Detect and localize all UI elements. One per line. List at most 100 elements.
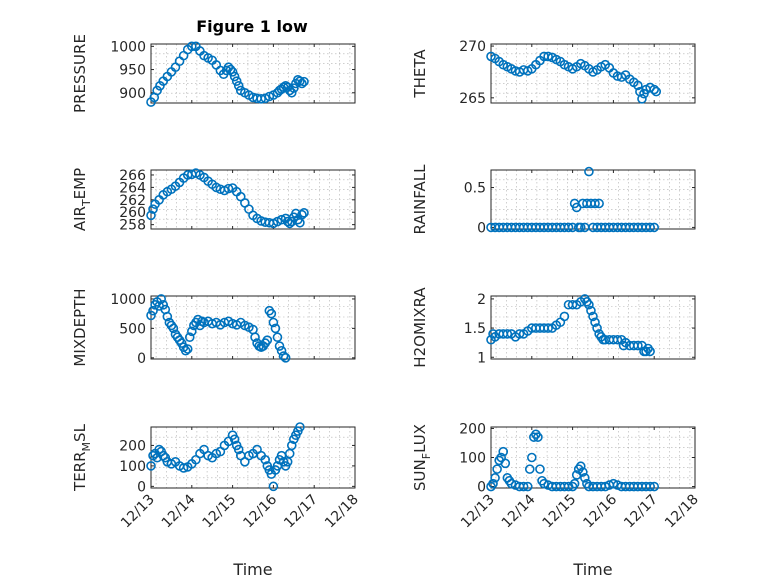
y-tick-label: 200	[119, 438, 146, 454]
data-series	[486, 51, 662, 104]
y-tick-label: 0	[137, 351, 146, 367]
data-point	[633, 80, 643, 91]
axes-box	[490, 43, 696, 104]
data-point	[488, 478, 498, 489]
data-point	[608, 478, 619, 489]
axes-box	[150, 426, 356, 489]
data-point	[514, 329, 525, 339]
data-point	[233, 444, 244, 455]
y-axis-label-main: H2OMIXRA	[411, 287, 429, 368]
data-point	[567, 299, 578, 310]
data-point	[299, 76, 309, 87]
data-point	[262, 335, 273, 345]
data-point	[146, 310, 156, 321]
data-point	[146, 461, 156, 471]
y-tick-label: 265	[459, 91, 486, 107]
y-axis-label-main: AIR	[71, 206, 89, 231]
data-point	[274, 341, 285, 351]
axes-box	[150, 295, 356, 360]
data-point	[162, 311, 173, 322]
data-point	[260, 454, 271, 465]
data-point	[522, 481, 533, 492]
y-axis-label-main: PRESSURE	[71, 34, 89, 113]
data-point	[276, 345, 287, 356]
data-point	[229, 434, 240, 445]
data-point	[182, 344, 193, 354]
data-point	[268, 481, 279, 492]
y-tick-label: 2	[477, 292, 486, 308]
data-point	[580, 473, 590, 483]
data-point	[299, 208, 309, 218]
y-tick-label: 264	[119, 180, 146, 196]
y-axis-label: H2OMIXRA	[411, 287, 429, 368]
y-tick-label: 1000	[110, 292, 146, 308]
data-point	[500, 458, 511, 469]
subplot-6: 1 1.5 2 H2OMIXRA	[411, 287, 696, 368]
x-axis-label: Time	[572, 560, 612, 579]
y-tick-label: 262	[119, 193, 146, 209]
y-tick-label: 200	[459, 421, 486, 437]
data-point	[526, 452, 537, 463]
data-point	[633, 340, 643, 351]
data-point	[187, 41, 197, 52]
data-point	[223, 183, 234, 194]
data-point	[229, 71, 240, 82]
data-point	[250, 332, 260, 343]
data-point	[649, 481, 660, 492]
figure-title: Figure 1 low	[196, 17, 308, 36]
data-point	[187, 326, 197, 337]
data-point	[286, 440, 297, 451]
data-point	[539, 478, 549, 489]
data-series	[486, 429, 660, 492]
data-point	[498, 446, 509, 457]
data-point	[563, 222, 574, 233]
data-point	[148, 204, 158, 214]
data-point	[645, 481, 655, 492]
data-point	[577, 467, 588, 477]
y-axis-label: MIXDEPTH	[71, 288, 89, 366]
data-series	[146, 422, 305, 492]
data-point	[225, 64, 236, 75]
data-point	[575, 461, 586, 472]
x-axis-label: Time	[232, 560, 272, 579]
axes-box	[490, 295, 696, 360]
data-point	[231, 76, 242, 86]
y-tick-label: 260	[119, 205, 146, 221]
y-axis-label-rest: EMP	[71, 168, 89, 199]
data-series	[486, 294, 655, 357]
y-axis-label: AIRTEMP	[71, 168, 93, 231]
data-point	[297, 209, 307, 220]
y-tick-label: 0	[477, 220, 486, 236]
data-point	[612, 334, 623, 345]
y-tick-label: 1	[477, 350, 486, 366]
data-point	[286, 87, 297, 98]
y-axis-label: PRESSURE	[71, 34, 89, 113]
data-point	[295, 422, 305, 432]
y-tick-label: 0.5	[464, 181, 486, 197]
data-point	[278, 351, 289, 361]
y-axis-label-subscript: F	[420, 453, 433, 459]
y-axis-label: THETA	[411, 49, 429, 99]
y-axis-label-subscript: M	[80, 442, 93, 452]
y-tick-label: 0	[477, 480, 486, 496]
y-axis-label-subscript: T	[80, 199, 93, 207]
y-tick-label: 500	[119, 321, 146, 337]
data-point	[592, 323, 602, 333]
data-point	[490, 473, 500, 483]
data-point	[594, 198, 604, 209]
data-point	[227, 67, 238, 77]
data-point	[600, 481, 611, 492]
data-series	[146, 168, 309, 229]
data-point	[297, 78, 307, 89]
data-point	[276, 214, 287, 225]
data-point	[506, 478, 517, 489]
data-point	[543, 323, 553, 333]
y-axis-label-rest: SL	[71, 423, 89, 442]
data-point	[590, 317, 600, 328]
data-point	[651, 86, 662, 97]
data-series	[146, 41, 309, 107]
y-tick-label: 950	[119, 63, 146, 79]
data-series	[146, 294, 291, 363]
y-axis-label-main: MIXDEPTH	[71, 288, 89, 366]
